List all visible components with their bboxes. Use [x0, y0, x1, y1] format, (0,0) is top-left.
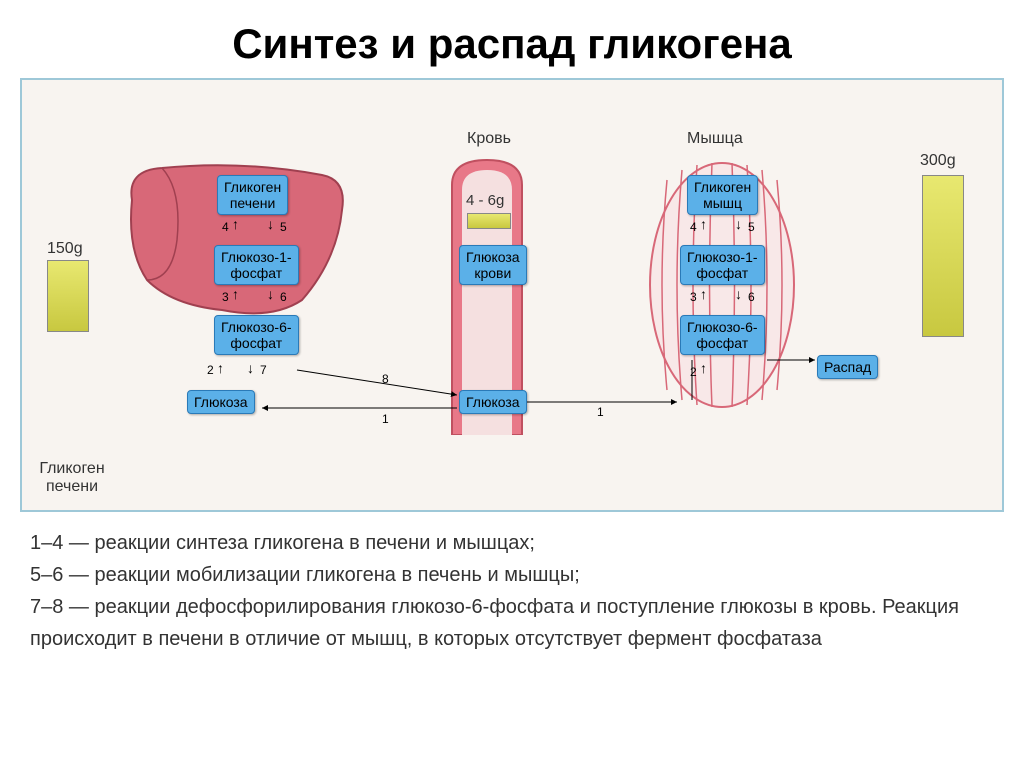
blood-bar — [467, 213, 511, 229]
num-3l: 3 — [222, 290, 229, 304]
liver-glycogen-caption: Гликоген печени — [32, 460, 112, 496]
arrow-icon: ↑ — [217, 360, 224, 376]
arrow-icon: ↓ — [735, 216, 742, 232]
num-1a: 1 — [382, 412, 389, 426]
num-4l: 4 — [222, 220, 229, 234]
box-glucose-mid: Глюкоза — [459, 390, 527, 414]
arrow-icon: ↑ — [700, 286, 707, 302]
arrow-svg — [677, 355, 707, 405]
num-3m: 3 — [690, 290, 697, 304]
arrow-icon: ↑ — [232, 216, 239, 232]
muscle-label: Мышца — [687, 130, 743, 148]
liver-amount: 150g — [47, 240, 83, 258]
arrow-icon: ↓ — [247, 360, 254, 376]
arrow-icon: ↓ — [267, 286, 274, 302]
liver-bar — [47, 260, 89, 332]
box-g6p-liver: Глюкозо-6- фосфат — [214, 315, 299, 355]
legend-block: 1–4 — реакции синтеза гликогена в печени… — [30, 527, 994, 655]
num-5l: 5 — [280, 220, 287, 234]
blood-label: Кровь — [467, 130, 511, 148]
muscle-bar — [922, 175, 964, 337]
box-g1p-muscle: Глюкозо-1- фосфат — [680, 245, 765, 285]
num-1b: 1 — [597, 405, 604, 419]
legend-line-3: 7–8 — реакции дефосфорилирования глюкозо… — [30, 591, 994, 655]
box-g1p-liver: Глюкозо-1- фосфат — [214, 245, 299, 285]
muscle-amount: 300g — [920, 152, 956, 170]
legend-line-1: 1–4 — реакции синтеза гликогена в печени… — [30, 527, 994, 559]
arrow-icon: ↑ — [232, 286, 239, 302]
arrow-icon: ↓ — [735, 286, 742, 302]
num-2l: 2 — [207, 363, 214, 377]
box-liver-glycogen: Гликоген печени — [217, 175, 288, 215]
arrow-icon: ↓ — [267, 216, 274, 232]
box-g6p-muscle: Глюкозо-6- фосфат — [680, 315, 765, 355]
num-6m: 6 — [748, 290, 755, 304]
page-title: Синтез и распад гликогена — [0, 0, 1024, 78]
box-muscle-glycogen: Гликоген мышц — [687, 175, 758, 215]
diagram-area: Печень Кровь Мышца — [20, 78, 1004, 512]
box-glucose-blood: Глюкоза крови — [459, 245, 527, 285]
arrow-icon: ↑ — [700, 216, 707, 232]
box-decay: Распад — [817, 355, 878, 379]
box-glucose-liver: Глюкоза — [187, 390, 255, 414]
num-8: 8 — [382, 372, 389, 386]
arrow-svg — [767, 350, 822, 370]
num-5m: 5 — [748, 220, 755, 234]
arrow-svg — [262, 360, 462, 420]
blood-amount: 4 - 6g — [466, 192, 504, 209]
num-6l: 6 — [280, 290, 287, 304]
num-4m: 4 — [690, 220, 697, 234]
legend-line-2: 5–6 — реакции мобилизации гликогена в пе… — [30, 559, 994, 591]
